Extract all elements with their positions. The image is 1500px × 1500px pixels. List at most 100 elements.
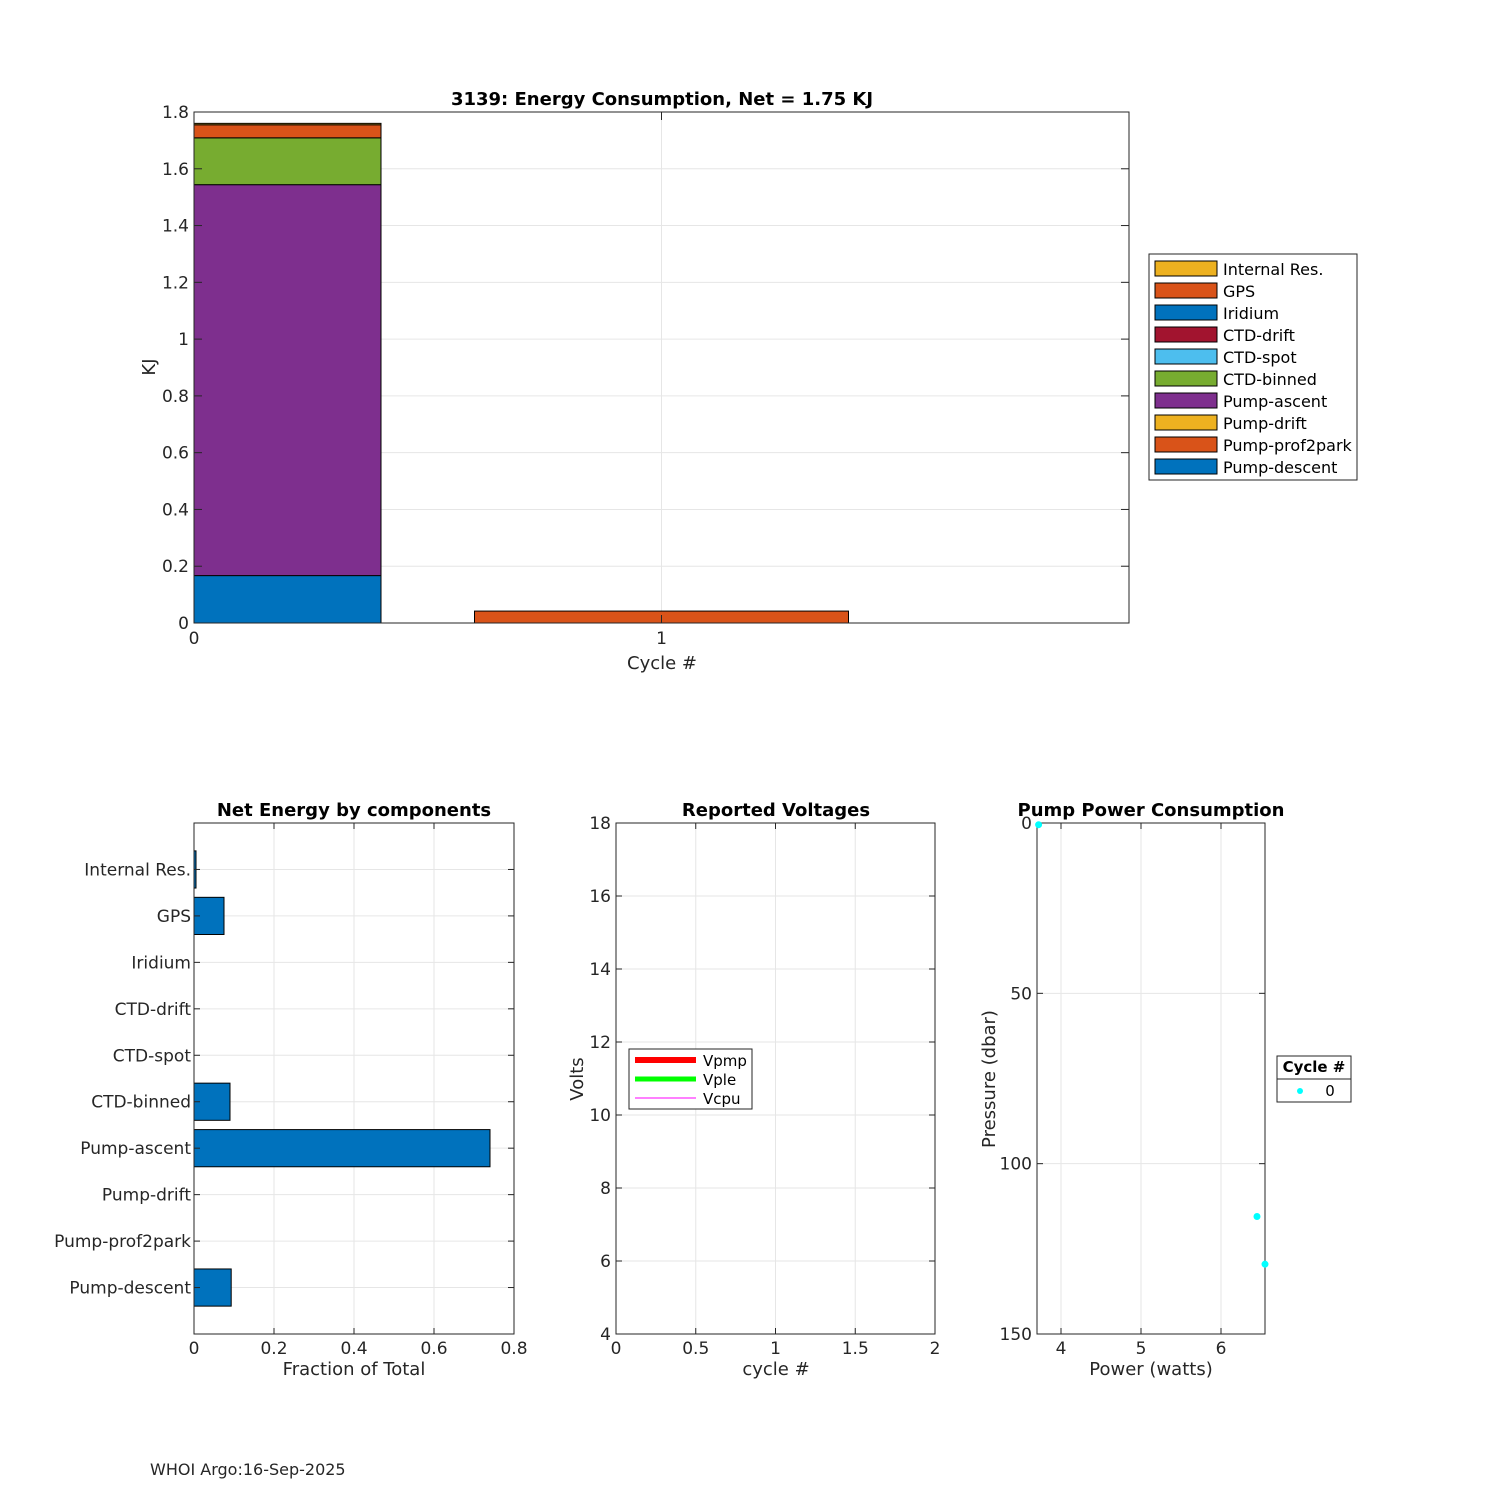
components-ticks: 0 0.2 0.4 0.6 0.8 Internal Res. GPS Iridium CTD-… <box>54 823 528 1359</box>
energy-bar-pump-descent <box>193 575 382 624</box>
energy-bar-internal-res- <box>193 122 382 126</box>
voltages-ytick-label: 16 <box>589 887 611 907</box>
pump-grid <box>1037 822 1265 1335</box>
voltages-xtick-label: 1.5 <box>842 1339 869 1359</box>
energy-legend-label: CTD-binned <box>1223 370 1317 389</box>
voltages-xtick-label: 0 <box>611 1339 622 1359</box>
energy-legend-swatch <box>1154 392 1218 409</box>
voltages-ytick-label: 14 <box>589 960 611 980</box>
components-chart: 0 0.2 0.4 0.6 0.8 Internal Res. GPS Iridium CTD-… <box>54 800 527 1380</box>
pump-legend: Cycle # 0 <box>1276 1055 1352 1103</box>
components-grid <box>193 823 515 1334</box>
voltages-xtick-label: 2 <box>930 1339 941 1359</box>
energy-xlabel: Cycle # <box>627 653 697 674</box>
voltages-legend-label: Vple <box>703 1071 736 1089</box>
energy-ticks: 0 0.2 0.4 0.6 0.8 1 1.2 1.4 1.6 1.8 0 1 <box>162 103 1129 649</box>
energy-chart: 0 0.2 0.4 0.6 0.8 1 1.2 1.4 1.6 1.8 0 1 3139: Energ… <box>139 89 1358 674</box>
components-ytick-label: Pump-drift <box>102 1186 191 1206</box>
energy-ytick-label: 0 <box>178 614 189 634</box>
energy-xtick-label: 0 <box>189 629 200 649</box>
energy-legend-label: Pump-descent <box>1223 458 1337 477</box>
components-ytick-label: Pump-ascent <box>80 1139 191 1159</box>
energy-bar-gps <box>193 124 382 139</box>
components-ytick-label: CTD-spot <box>113 1046 192 1066</box>
pump-legend-label: 0 <box>1325 1082 1335 1100</box>
energy-legend-label: Iridium <box>1223 304 1279 323</box>
energy-legend-label: Pump-prof2park <box>1223 436 1353 455</box>
voltages-ylabel: Volts <box>567 1057 588 1100</box>
energy-legend-swatch <box>1154 458 1218 475</box>
energy-ytick-label: 0.2 <box>162 557 189 577</box>
energy-bars <box>193 122 849 624</box>
energy-legend: Internal Res. GPS Iridium CTD-drift CTD-spot… <box>1148 253 1358 481</box>
energy-xtick-label: 1 <box>656 629 667 649</box>
components-bars <box>193 850 491 1307</box>
components-xtick-label: 0 <box>189 1339 200 1359</box>
footer-text: WHOI Argo:16-Sep-2025 <box>150 1460 346 1479</box>
voltages-ytick-label: 6 <box>600 1252 611 1272</box>
energy-ylabel: KJ <box>139 358 160 375</box>
pump-point <box>1035 821 1043 829</box>
pump-xtick-label: 6 <box>1216 1339 1227 1359</box>
energy-ytick-label: 0.8 <box>162 387 189 407</box>
energy-legend-swatch <box>1154 326 1218 343</box>
energy-title: 3139: Energy Consumption, Net = 1.75 KJ <box>451 89 873 110</box>
components-ytick-label: CTD-binned <box>91 1093 191 1113</box>
pump-xtick-label: 4 <box>1056 1339 1067 1359</box>
energy-legend-swatch <box>1154 414 1218 431</box>
pump-ylabel: Pressure (dbar) <box>979 1010 1000 1148</box>
energy-bar-ctd-binned <box>193 137 382 186</box>
pump-ytick-label: 50 <box>1010 984 1032 1004</box>
energy-bar-pump-ascent <box>193 184 382 577</box>
components-xtick-label: 0.2 <box>260 1339 287 1359</box>
pump-point <box>1253 1212 1261 1220</box>
components-xtick-label: 0.4 <box>340 1339 367 1359</box>
components-ytick-label: Pump-prof2park <box>54 1232 191 1252</box>
pump-ytick-label: 0 <box>1021 814 1032 834</box>
components-xlabel: Fraction of Total <box>283 1359 426 1380</box>
pump-axes-box <box>1036 822 1266 1335</box>
pump-points <box>1035 821 1269 1268</box>
energy-ytick-label: 1 <box>178 330 189 350</box>
voltages-legend-label: Vcpu <box>703 1090 741 1108</box>
pump-xtick-label: 5 <box>1136 1339 1147 1359</box>
voltages-ticks: 0 0.5 1 1.5 2 4 6 8 10 12 14 16 18 <box>589 814 940 1359</box>
components-xtick-label: 0.6 <box>420 1339 447 1359</box>
voltages-title: Reported Voltages <box>682 800 870 821</box>
pump-title: Pump Power Consumption <box>1018 800 1285 821</box>
pump-legend-title: Cycle # <box>1283 1058 1346 1076</box>
components-xtick-label: 0.8 <box>500 1339 527 1359</box>
voltages-xtick-label: 1 <box>770 1339 781 1359</box>
energy-legend-label: Internal Res. <box>1223 260 1323 279</box>
energy-ytick-label: 0.6 <box>162 444 189 464</box>
energy-legend-label: GPS <box>1223 282 1255 301</box>
voltages-chart: 0 0.5 1 1.5 2 4 6 8 10 12 14 16 18 Reported Voltages… <box>567 800 940 1380</box>
energy-legend-swatch <box>1154 282 1218 299</box>
components-ytick-label: Internal Res. <box>84 860 191 880</box>
components-title: Net Energy by components <box>217 800 491 821</box>
energy-ytick-label: 0.4 <box>162 500 189 520</box>
voltages-ytick-label: 12 <box>589 1033 611 1053</box>
energy-ytick-label: 1.2 <box>162 273 189 293</box>
components-bar-pump-ascent <box>193 1129 491 1168</box>
pump-legend-marker <box>1297 1088 1303 1094</box>
energy-ytick-label: 1.8 <box>162 103 189 123</box>
components-bar-pump-descent <box>193 1268 232 1307</box>
voltages-xlabel: cycle # <box>742 1359 809 1380</box>
energy-legend-swatch <box>1154 260 1218 277</box>
voltages-ytick-label: 4 <box>600 1325 611 1345</box>
energy-ytick-label: 1.4 <box>162 217 189 237</box>
energy-legend-swatch <box>1154 436 1218 453</box>
energy-legend-swatch <box>1154 348 1218 365</box>
energy-legend-label: Pump-ascent <box>1223 392 1327 411</box>
components-ytick-label: CTD-drift <box>115 1000 192 1020</box>
components-ytick-label: Iridium <box>131 953 191 973</box>
pump-xlabel: Power (watts) <box>1089 1359 1212 1380</box>
pump-ytick-label: 150 <box>1000 1325 1032 1345</box>
pump-ticks: 4 5 6 0 50 100 150 <box>1000 814 1265 1359</box>
voltages-legend-label: Vpmp <box>703 1052 747 1070</box>
components-ytick-label: GPS <box>157 907 191 927</box>
voltages-ytick-label: 8 <box>600 1179 611 1199</box>
